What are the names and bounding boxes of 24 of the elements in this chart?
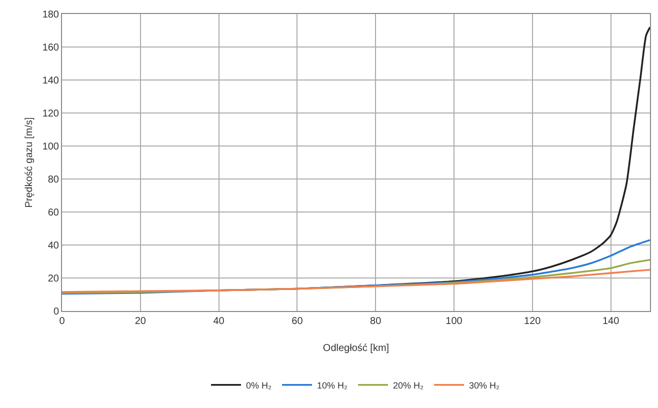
x-tick-label: 20 (134, 316, 146, 327)
y-tick-label: 0 (53, 306, 60, 318)
legend-label: 0% H₂ (246, 380, 272, 390)
y-tick-label: 20 (48, 274, 60, 284)
legend-label: 10% H₂ (317, 380, 348, 390)
y-axis-title: Prędkość gazu [m/s] (24, 116, 35, 208)
y-tick-label: 120 (42, 108, 60, 120)
x-tick-label: 120 (524, 316, 542, 327)
y-tick-label: 140 (42, 76, 60, 86)
y-tick-label: 180 (42, 10, 60, 20)
x-tick-label: 140 (602, 316, 620, 327)
y-tick-label: 40 (48, 240, 60, 252)
x-tick-label: 80 (370, 316, 382, 327)
x-tick-label: 40 (213, 316, 225, 327)
y-tick-label: 80 (48, 174, 60, 186)
x-tick-label: 60 (292, 316, 304, 327)
legend-label: 30% H₂ (469, 380, 500, 390)
x-axis-title: Odległość [km] (322, 343, 390, 354)
y-tick-label: 60 (48, 208, 60, 218)
y-tick-label: 100 (42, 142, 60, 152)
line-series (62, 268, 650, 293)
x-tick-label: 100 (446, 316, 463, 327)
y-tick-label: 160 (42, 42, 60, 54)
legend-label: 20% H₂ (393, 380, 424, 390)
